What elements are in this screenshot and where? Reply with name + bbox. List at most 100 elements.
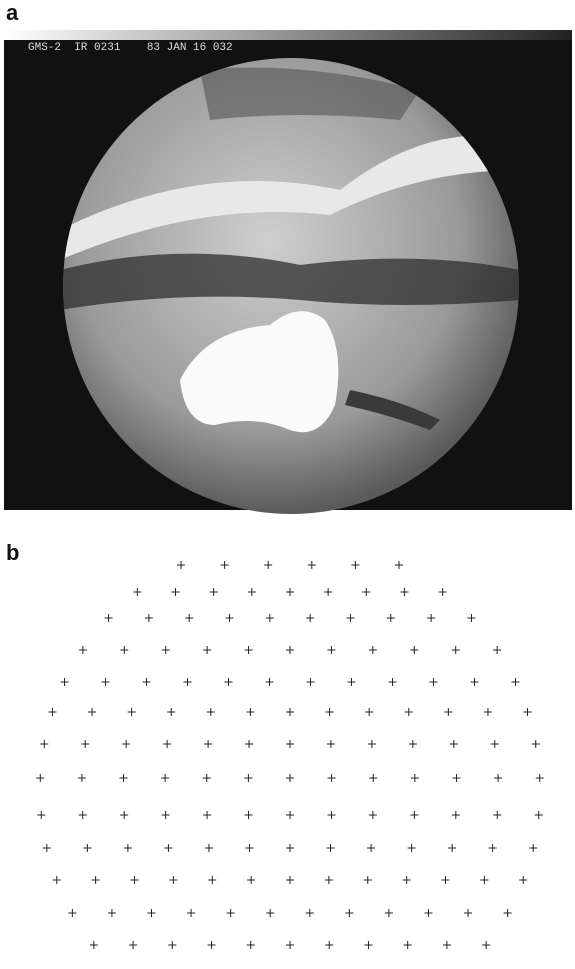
grid-cross: [225, 678, 233, 686]
grid-cross: [210, 588, 218, 596]
grid-cross: [491, 740, 499, 748]
grid-cross: [88, 708, 96, 716]
grid-cross: [68, 909, 76, 917]
grid-cross: [347, 678, 355, 686]
grid-cross: [327, 811, 335, 819]
grid-cross: [444, 708, 452, 716]
grid-cross: [102, 678, 110, 686]
grid-cross: [245, 844, 253, 852]
grid-cross: [133, 588, 141, 596]
grid-cross: [403, 876, 411, 884]
grid-cross: [470, 678, 478, 686]
grid-cross: [286, 844, 294, 852]
grid-cross: [207, 708, 215, 716]
grid-cross: [364, 941, 372, 949]
grid-cross: [266, 678, 274, 686]
grid-cross: [441, 876, 449, 884]
grid-cross: [452, 811, 460, 819]
grid-cross: [264, 561, 272, 569]
grid-cross: [362, 588, 370, 596]
grid-cross: [346, 614, 354, 622]
grid-cross: [450, 740, 458, 748]
grid-cross: [172, 588, 180, 596]
grid-cross: [168, 941, 176, 949]
grid-cross: [345, 909, 353, 917]
grid-cross: [145, 614, 153, 622]
grid-cross: [247, 876, 255, 884]
grid-cross: [328, 774, 336, 782]
grid-cross: [208, 941, 216, 949]
grid-cross: [120, 811, 128, 819]
grid-cross: [164, 844, 172, 852]
grid-cross: [187, 909, 195, 917]
grid-cross: [205, 844, 213, 852]
grid-cross: [143, 678, 151, 686]
grid-cross: [247, 941, 255, 949]
grid-cross: [92, 876, 100, 884]
grid-cross: [387, 614, 395, 622]
grid-cross: [105, 614, 113, 622]
grid-cross: [286, 774, 294, 782]
grid-cross: [306, 678, 314, 686]
grid-cross: [162, 811, 170, 819]
grid-cross: [163, 740, 171, 748]
grid-cross: [162, 646, 170, 654]
grid-cross: [369, 811, 377, 819]
grid-cross: [429, 678, 437, 686]
grid-cross: [221, 561, 229, 569]
grid-cross: [482, 941, 490, 949]
grid-cross: [286, 941, 294, 949]
grid-cross: [408, 844, 416, 852]
grid-cross: [48, 708, 56, 716]
grid-cross: [78, 774, 86, 782]
grid-cross: [452, 774, 460, 782]
grid-cross: [203, 811, 211, 819]
grid-cross: [204, 740, 212, 748]
grid-cross: [245, 811, 253, 819]
grid-cross: [79, 646, 87, 654]
grid-cross: [286, 708, 294, 716]
grid-cross: [364, 876, 372, 884]
grid-cross: [37, 811, 45, 819]
grid-cross: [409, 740, 417, 748]
grid-cross: [266, 909, 274, 917]
grid-cross: [53, 876, 61, 884]
grid-cross: [169, 876, 177, 884]
grid-cross: [388, 678, 396, 686]
grid-cross: [325, 876, 333, 884]
grid-cross: [494, 774, 502, 782]
grid-cross: [81, 740, 89, 748]
grid-cross: [83, 844, 91, 852]
grid-cross: [519, 876, 527, 884]
grid-cross: [425, 909, 433, 917]
grid-cross: [504, 909, 512, 917]
grid-cross: [448, 844, 456, 852]
grid-cross: [410, 811, 418, 819]
grid-cross: [306, 909, 314, 917]
grid-cross: [324, 588, 332, 596]
grid-cross: [369, 774, 377, 782]
grid-cross: [524, 708, 532, 716]
grid-cross: [244, 774, 252, 782]
grid-cross: [368, 740, 376, 748]
figure: a GMS-2 IR 0231 83 JAN 16 032 b: [0, 0, 575, 969]
grid-cross: [511, 678, 519, 686]
grid-cross: [36, 774, 44, 782]
grid-cross: [177, 561, 185, 569]
grid-cross: [306, 614, 314, 622]
grid-cross: [529, 844, 537, 852]
grid-cross: [167, 708, 175, 716]
grid-cross: [351, 561, 359, 569]
vector-grid: [36, 561, 543, 949]
grid-cross: [395, 561, 403, 569]
grid-cross: [308, 561, 316, 569]
grid-cross: [327, 844, 335, 852]
grid-cross: [208, 876, 216, 884]
grid-cross: [129, 941, 137, 949]
grid-cross: [400, 588, 408, 596]
grid-cross: [427, 614, 435, 622]
grid-cross: [325, 941, 333, 949]
grid-cross: [108, 909, 116, 917]
grid-cross: [464, 909, 472, 917]
grid-cross: [286, 811, 294, 819]
